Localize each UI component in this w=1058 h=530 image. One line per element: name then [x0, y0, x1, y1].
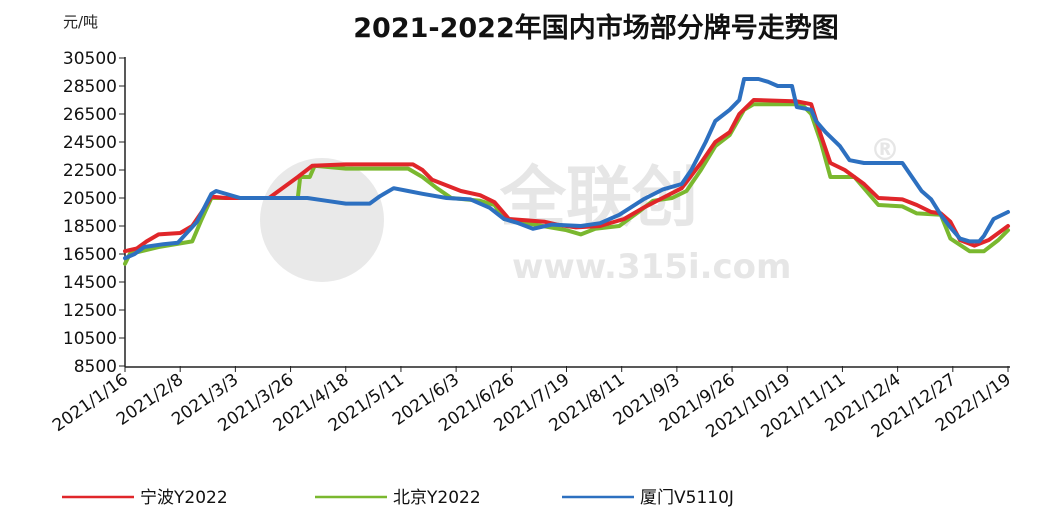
x-tick-label: 2021/1/16 — [49, 370, 132, 436]
series-layer — [123, 77, 1010, 266]
watermark-url: www.315i.com — [512, 247, 791, 287]
y-tick-label: 12500 — [63, 301, 117, 321]
y-tick-label: 8500 — [74, 357, 117, 377]
legend-label: 宁波Y2022 — [140, 488, 228, 508]
chart-title: 2021-2022年国内市场部分牌号走势图 — [353, 12, 839, 44]
y-tick-label: 14500 — [63, 273, 117, 293]
legend-label: 北京Y2022 — [393, 488, 481, 508]
legend-label: 厦门V5110J — [640, 488, 734, 508]
series-line-2 — [123, 77, 1010, 261]
y-tick-label: 18500 — [63, 217, 117, 237]
y-tick-label: 16500 — [63, 245, 117, 265]
y-tick-label: 20500 — [63, 189, 117, 209]
x-axis: 2021/1/162021/2/82021/3/32021/3/262021/4… — [49, 366, 1015, 442]
y-axis: 30500 28500 26500 24500 22500 20500 18500 16500… — [63, 49, 126, 377]
watermark-logo-icon — [260, 158, 384, 282]
y-tick-label: 28500 — [63, 77, 117, 97]
watermark: 全联创 www.315i.com ® — [260, 133, 900, 287]
y-tick-label: 22500 — [63, 161, 117, 181]
y-tick-label: 26500 — [63, 105, 117, 125]
y-tick-label: 10500 — [63, 329, 117, 349]
y-tick-label: 30500 — [63, 49, 117, 69]
y-tick-label: 24500 — [63, 133, 117, 153]
legend: 宁波Y2022 北京Y2022 厦门V5110J — [62, 488, 734, 508]
series-line-1 — [123, 102, 1010, 266]
unit-label: 元/吨 — [63, 13, 98, 31]
